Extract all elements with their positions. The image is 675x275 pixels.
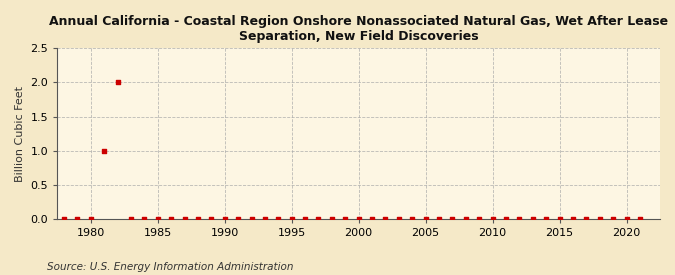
Point <box>501 217 512 221</box>
Point <box>594 217 605 221</box>
Point <box>206 217 217 221</box>
Text: Source: U.S. Energy Information Administration: Source: U.S. Energy Information Administ… <box>47 262 294 272</box>
Point <box>192 217 203 221</box>
Point <box>72 217 83 221</box>
Point <box>340 217 351 221</box>
Point <box>581 217 592 221</box>
Point <box>541 217 551 221</box>
Point <box>313 217 324 221</box>
Point <box>246 217 257 221</box>
Point <box>394 217 404 221</box>
Point <box>273 217 284 221</box>
Point <box>166 217 177 221</box>
Point <box>219 217 230 221</box>
Point <box>621 217 632 221</box>
Point <box>407 217 418 221</box>
Y-axis label: Billion Cubic Feet: Billion Cubic Feet <box>15 86 25 182</box>
Title: Annual California - Coastal Region Onshore Nonassociated Natural Gas, Wet After : Annual California - Coastal Region Onsho… <box>49 15 668 43</box>
Point <box>554 217 565 221</box>
Point <box>259 217 270 221</box>
Point <box>353 217 364 221</box>
Point <box>568 217 578 221</box>
Point <box>112 80 123 85</box>
Point <box>153 217 163 221</box>
Point <box>126 217 136 221</box>
Point <box>59 217 70 221</box>
Point <box>514 217 524 221</box>
Point <box>300 217 310 221</box>
Point <box>487 217 498 221</box>
Point <box>608 217 618 221</box>
Point <box>447 217 458 221</box>
Point <box>634 217 645 221</box>
Point <box>86 217 97 221</box>
Point <box>99 148 109 153</box>
Point <box>367 217 377 221</box>
Point <box>433 217 444 221</box>
Point <box>527 217 538 221</box>
Point <box>286 217 297 221</box>
Point <box>474 217 485 221</box>
Point <box>460 217 471 221</box>
Point <box>139 217 150 221</box>
Point <box>380 217 391 221</box>
Point <box>327 217 338 221</box>
Point <box>421 217 431 221</box>
Point <box>179 217 190 221</box>
Point <box>233 217 244 221</box>
